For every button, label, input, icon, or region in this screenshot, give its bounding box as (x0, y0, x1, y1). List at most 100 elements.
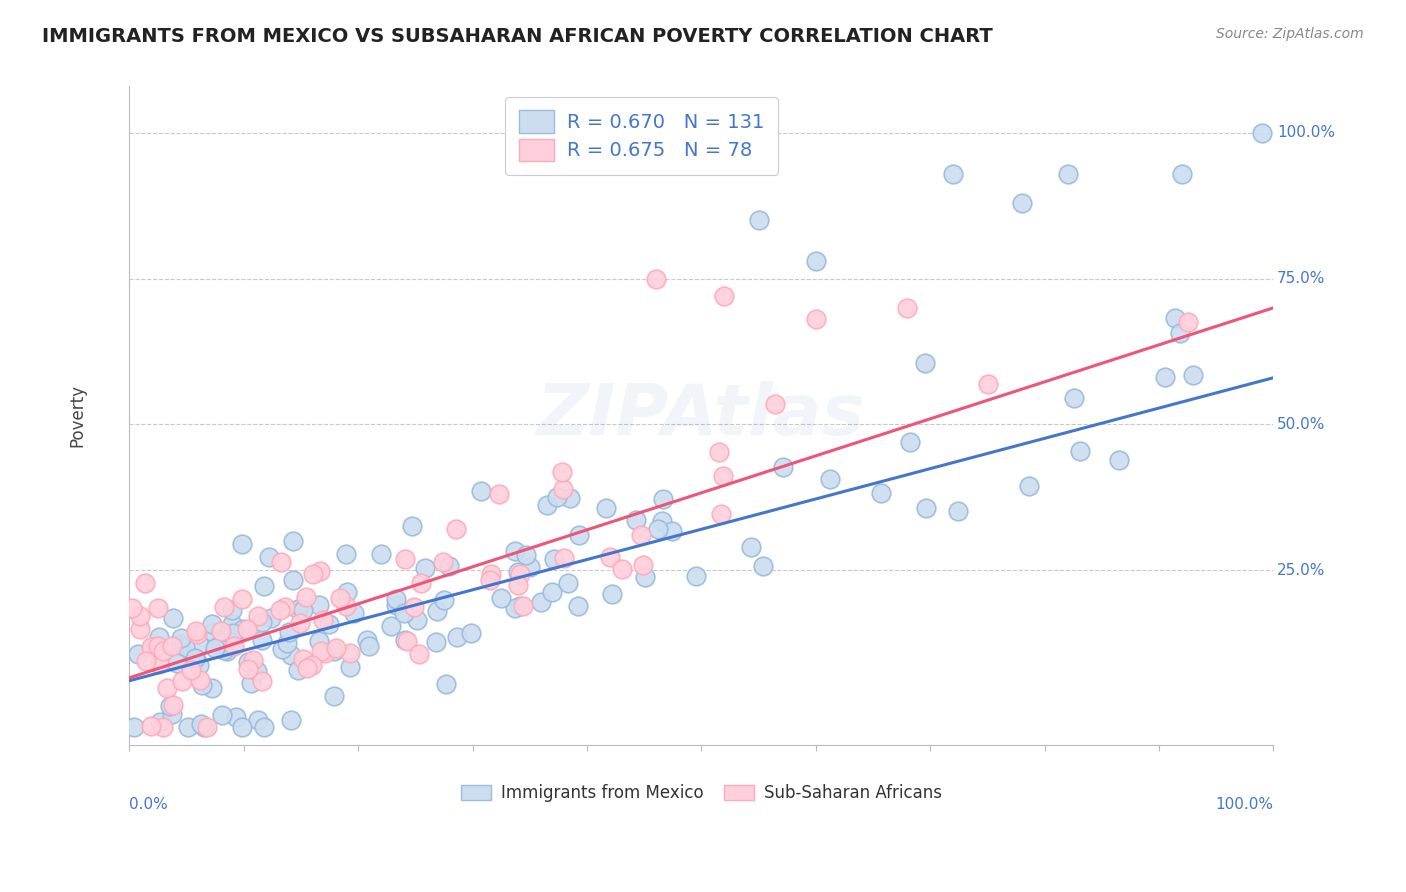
Point (503, 543, 526, 558)
Point (129, 622, 152, 636)
Point (567, 599, 589, 613)
Point (384, 599, 406, 613)
Point (818, 471, 841, 485)
Point (551, 483, 574, 497)
Point (141, 640, 163, 655)
Point (177, 720, 200, 734)
Point (184, 650, 207, 665)
Point (401, 519, 423, 533)
Text: ZIPAtlas: ZIPAtlas (537, 381, 866, 450)
Point (481, 566, 503, 581)
Point (291, 652, 314, 666)
Point (212, 599, 235, 614)
Point (977, 377, 1000, 392)
Point (312, 613, 335, 627)
Text: 0.0%: 0.0% (129, 797, 169, 813)
Point (280, 713, 302, 727)
Point (281, 534, 304, 549)
Point (186, 627, 208, 641)
Point (519, 560, 541, 574)
Point (470, 484, 492, 499)
Point (432, 555, 454, 569)
Point (509, 599, 531, 613)
Point (270, 555, 292, 569)
Point (631, 558, 654, 573)
Point (1011, 195, 1033, 210)
Point (291, 603, 314, 617)
Point (509, 566, 531, 581)
Point (426, 604, 449, 618)
Point (236, 662, 259, 676)
Point (231, 537, 253, 551)
Point (1069, 444, 1091, 458)
Point (1182, 368, 1205, 382)
Point (162, 611, 184, 625)
Point (269, 603, 291, 617)
Point (139, 719, 162, 733)
Point (139, 640, 162, 654)
Point (246, 664, 269, 678)
Point (339, 646, 361, 660)
Point (394, 632, 416, 647)
Point (402, 599, 425, 614)
Point (188, 636, 211, 650)
Point (215, 644, 238, 658)
Point (707, 444, 730, 458)
Text: Poverty: Poverty (69, 384, 87, 447)
Point (159, 698, 181, 713)
Point (287, 663, 309, 677)
Point (1251, 126, 1274, 140)
Point (384, 592, 406, 607)
Point (146, 601, 169, 615)
Point (505, 601, 527, 615)
Point (149, 714, 172, 729)
Point (308, 633, 330, 648)
Point (568, 528, 591, 542)
Point (322, 690, 344, 704)
Point (325, 640, 347, 655)
Point (309, 644, 332, 658)
Point (543, 552, 565, 566)
Point (152, 644, 174, 658)
Point (602, 587, 624, 601)
Point (380, 618, 402, 632)
Legend: Immigrants from Mexico, Sub-Saharan Africans: Immigrants from Mexico, Sub-Saharan Afri… (454, 778, 949, 809)
Point (515, 548, 537, 562)
Point (301, 658, 323, 673)
Point (191, 678, 214, 692)
Point (184, 652, 207, 666)
Point (329, 591, 352, 605)
Point (201, 617, 224, 632)
Point (551, 465, 574, 479)
Point (253, 579, 276, 593)
Point (274, 599, 297, 614)
Text: 75.0%: 75.0% (1277, 271, 1326, 286)
Point (540, 585, 562, 599)
Point (489, 591, 512, 605)
Point (222, 640, 245, 654)
Point (1063, 391, 1085, 405)
Point (335, 547, 357, 561)
Point (425, 635, 447, 649)
Point (553, 551, 575, 566)
Point (260, 611, 283, 625)
Point (170, 674, 193, 689)
Point (169, 631, 191, 645)
Point (212, 643, 235, 657)
Point (160, 707, 183, 722)
Point (232, 623, 254, 637)
Point (281, 574, 304, 588)
Point (446, 630, 468, 644)
Point (278, 625, 301, 640)
Point (160, 640, 183, 654)
Text: Source: ZipAtlas.com: Source: ZipAtlas.com (1216, 27, 1364, 41)
Point (180, 663, 202, 677)
Point (335, 599, 357, 613)
Point (1177, 315, 1199, 329)
Point (804, 312, 827, 326)
Point (211, 707, 233, 722)
Point (595, 500, 617, 515)
Point (295, 591, 318, 605)
Point (479, 573, 502, 587)
Point (651, 514, 673, 528)
